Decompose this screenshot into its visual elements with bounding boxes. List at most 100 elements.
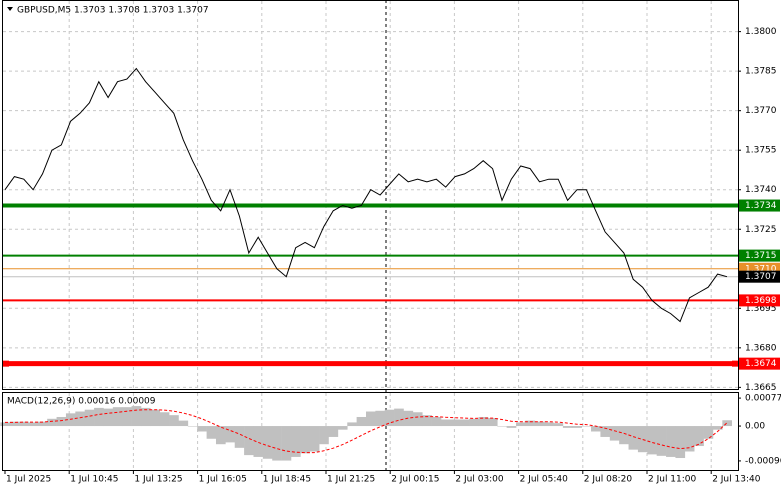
macd-bar	[84, 409, 95, 427]
macd-signal	[5, 409, 728, 454]
x-tick-label: 1 Jul 16:05	[199, 475, 247, 485]
level-anchor	[3, 360, 9, 367]
chart-title: GBPUSD,M5 1.3703 1.3708 1.3703 1.3707	[17, 6, 209, 16]
y-tick-label: 1.3755	[745, 146, 777, 156]
macd-bar	[712, 426, 723, 430]
macd-bar	[37, 421, 48, 427]
macd-bar	[497, 426, 507, 427]
macd-bar	[75, 411, 86, 427]
x-tick-label: 2 Jul 11:00	[648, 475, 697, 485]
macd-bar	[28, 422, 39, 427]
macd-bar	[525, 420, 536, 427]
macd-bar	[431, 416, 442, 427]
y-tick-label: 1.3725	[745, 225, 777, 235]
macd-bar	[178, 420, 189, 427]
macd-bar	[103, 408, 114, 427]
macd-bar	[215, 426, 226, 445]
macd-bar	[591, 426, 601, 432]
macd-bar	[150, 409, 161, 427]
macd-bar	[600, 426, 611, 437]
macd-bar	[337, 426, 348, 430]
macd-bar	[253, 426, 264, 457]
x-tick-label: 1 Jul 18:45	[263, 475, 311, 485]
macd-bar	[506, 426, 517, 428]
x-tick-label: 2 Jul 08:20	[584, 475, 633, 485]
macd-bar	[356, 416, 367, 427]
x-tick-label: 2 Jul 00:15	[391, 475, 439, 485]
macd-bar	[290, 426, 301, 457]
level-label: 1.3674	[745, 359, 777, 369]
level-label: 1.3715	[745, 251, 777, 261]
macd-bar	[225, 426, 236, 443]
y-tick-label: 1.3665	[745, 383, 777, 393]
macd-bar	[412, 412, 423, 427]
macd-bar	[619, 426, 629, 445]
macd-bar	[206, 426, 217, 439]
plot-layer	[0, 67, 738, 461]
macd-bar	[309, 426, 320, 452]
macd-bar	[347, 422, 357, 427]
macd-bar	[562, 426, 573, 428]
macd-bar	[478, 416, 489, 427]
macd-bar	[65, 413, 76, 427]
macd-bar	[122, 407, 132, 427]
macd-bar	[19, 421, 29, 427]
level-label-box	[739, 270, 780, 283]
level-label-box	[739, 249, 780, 262]
macd-bar	[666, 426, 676, 457]
macd-bar	[394, 408, 404, 427]
macd-bar	[384, 409, 395, 427]
level-anchor	[732, 360, 738, 367]
level-label-box	[739, 199, 780, 212]
macd-bar	[131, 406, 142, 427]
macd-bar	[403, 410, 414, 427]
macd-bar	[581, 426, 592, 427]
macd-bar	[300, 426, 311, 454]
macd-bar	[637, 426, 648, 453]
x-tick-label: 1 Jul 21:25	[327, 475, 375, 485]
macd-bar	[459, 419, 470, 427]
macd-bar	[112, 407, 123, 427]
macd-bar	[469, 418, 479, 427]
macd-bar	[722, 420, 732, 427]
y-tick-label: 1.3770	[745, 106, 777, 116]
macd-bar	[375, 410, 386, 427]
macd-bar	[572, 426, 582, 428]
level-label: 1.3734	[745, 201, 777, 211]
y-tick-label: 1.3740	[745, 185, 777, 195]
macd-bar	[244, 426, 254, 456]
macd-bar	[187, 426, 198, 427]
y-tick-label: 1.3695	[745, 304, 777, 314]
main-frame	[2, 0, 739, 390]
macd-bar	[544, 422, 554, 427]
macd-bar	[272, 426, 282, 461]
macd-bar	[47, 418, 57, 427]
x-tick-label: 2 Jul 03:00	[455, 475, 504, 485]
macd-bar	[609, 426, 620, 441]
macd-bar	[656, 426, 667, 456]
title-arrow	[7, 7, 13, 11]
macd-bar	[628, 426, 639, 450]
macd-bar	[516, 422, 526, 427]
x-tick-label: 1 Jul 2025	[6, 475, 51, 485]
macd-bar	[487, 418, 498, 427]
level-label: 1.3707	[745, 272, 777, 282]
level-label: 1.3710	[745, 264, 777, 274]
macd-bar	[534, 421, 545, 427]
level-label-box	[739, 357, 780, 370]
macd-bar	[140, 407, 151, 427]
macd-bar	[703, 426, 714, 439]
macd-bar	[675, 426, 686, 459]
macd-title: MACD(12,26,9) 0.00016 0.00009	[7, 397, 156, 407]
macd-bar	[328, 426, 339, 437]
macd-y-tick-label: 0.00077	[745, 394, 781, 404]
y-tick-label: 1.3800	[745, 27, 777, 37]
macd-bar	[262, 426, 273, 459]
macd-bar	[553, 423, 564, 427]
macd-bar	[450, 419, 461, 427]
macd-bar	[694, 426, 704, 447]
macd-bar	[94, 407, 104, 427]
level-label-box	[739, 294, 780, 307]
macd-bar	[441, 419, 451, 427]
